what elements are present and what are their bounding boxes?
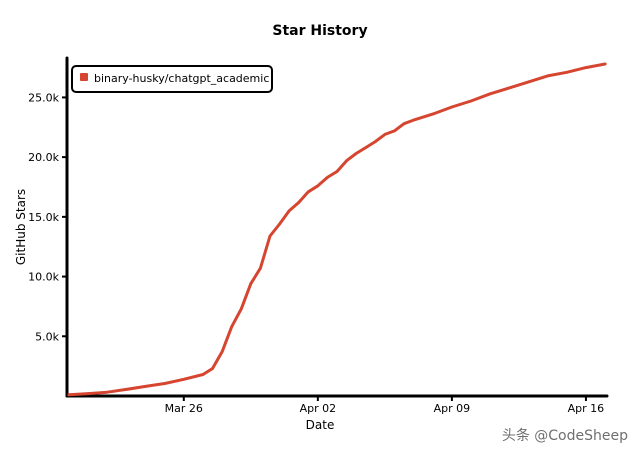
data-point <box>412 118 415 122</box>
x-axis-label: Date <box>306 418 335 432</box>
data-point <box>125 388 128 391</box>
data-point <box>335 170 339 173</box>
data-point <box>374 140 377 143</box>
data-point <box>230 325 233 329</box>
data-point <box>383 133 387 136</box>
data-point <box>527 80 530 84</box>
y-tick-label: 5.0k <box>35 330 59 343</box>
data-point <box>364 146 368 149</box>
data-point <box>86 392 90 395</box>
data-point <box>259 266 262 270</box>
legend: binary-husky/chatgpt_academic <box>71 65 273 93</box>
data-point <box>268 234 272 238</box>
data-point <box>546 74 549 78</box>
x-tick-label: Apr 09 <box>434 402 471 415</box>
y-axis-label: GitHub Stars <box>14 189 28 265</box>
chart-title: Star History <box>272 23 367 39</box>
data-point <box>488 92 492 96</box>
data-point <box>287 209 291 213</box>
data-point <box>316 184 320 188</box>
y-tick-label: 25.0k <box>28 91 59 104</box>
series-data-points <box>67 62 607 397</box>
y-tick-label: 20.0k <box>28 151 59 164</box>
series-line <box>67 62 607 397</box>
data-point <box>297 201 301 204</box>
y-axis-ticks: 5.0k 10.0k 15.0k 20.0k 25.0k <box>28 91 67 343</box>
data-point <box>201 373 205 376</box>
y-tick-label: 15.0k <box>28 211 59 224</box>
x-tick-label: Apr 16 <box>568 402 605 415</box>
data-point <box>278 222 281 226</box>
data-point <box>67 393 71 397</box>
data-point <box>603 62 607 66</box>
legend-box <box>71 65 273 93</box>
data-point <box>469 99 473 103</box>
y-tick-label: 10.0k <box>28 271 59 284</box>
data-point <box>354 152 358 155</box>
watermark: 头条 @CodeSheep <box>501 428 628 444</box>
legend-swatch <box>80 73 88 81</box>
data-point <box>182 378 186 381</box>
data-point <box>307 190 310 194</box>
data-point <box>105 390 109 394</box>
data-point <box>144 385 147 388</box>
data-point <box>584 66 588 69</box>
data-point <box>211 367 214 370</box>
x-axis-ticks: Mar 26 Apr 02 Apr 09 Apr 16 <box>165 396 605 415</box>
data-point <box>240 307 243 311</box>
data-point <box>508 86 511 90</box>
x-tick-label: Apr 02 <box>300 402 337 415</box>
data-point <box>393 129 396 133</box>
data-point <box>220 350 224 354</box>
data-point <box>345 159 348 162</box>
data-point <box>249 282 253 286</box>
data-point <box>402 122 406 125</box>
legend-label: binary-husky/chatgpt_academic <box>94 72 269 85</box>
data-point <box>163 382 166 385</box>
data-point <box>326 176 329 179</box>
data-point <box>431 112 435 116</box>
data-point <box>565 71 569 74</box>
x-tick-label: Mar 26 <box>165 402 203 415</box>
data-point <box>450 105 454 109</box>
